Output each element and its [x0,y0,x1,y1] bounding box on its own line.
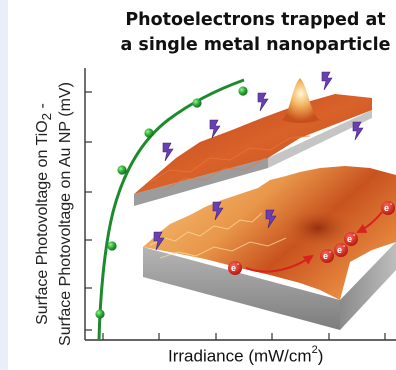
photovoltage-plot [95,78,248,341]
electron-label: e [323,251,328,261]
y-axis-ticks [85,91,92,331]
electrons: e - e - e - e - e - [228,201,395,275]
axes [84,68,396,341]
electron-charge: - [329,249,332,256]
title-line-2: a single metal nanoparticle [120,35,391,55]
lightning-icon [321,71,333,91]
bottom-surface-texture [149,212,287,259]
surface-well [280,206,356,250]
lightning-icon [162,142,174,162]
electron-arrows [245,211,383,273]
top-block-front [134,158,268,206]
lightning-icon [265,209,277,229]
x-axis-label: Irradiance (mW/cm2) [168,344,324,366]
title-line-1: Photoelectrons trapped at [125,10,386,30]
electron-charge: - [237,261,240,268]
top-surface-texture [149,135,311,191]
electron: e - [228,261,242,275]
bottom-block-front [143,247,340,330]
light-bolts [153,71,364,251]
electron-charge: - [343,243,346,250]
fit-curve [97,78,245,341]
electron: e - [320,249,334,263]
nanoparticle-peak [282,78,320,123]
electron-label: e [384,203,389,213]
data-point [238,86,248,96]
lightning-icon [153,231,165,251]
electron-charge: - [353,232,356,239]
x-axis-ticks [102,333,386,340]
data-point [192,98,202,108]
electron-charge: - [390,201,393,208]
tio2-surface-block [143,166,396,330]
top-block-side [268,110,372,168]
bottom-surface [143,166,396,300]
electron-label: e [231,263,236,273]
bottom-block-side [340,242,396,330]
au-np-surface-block [134,78,372,206]
arrow-left-to-center [245,254,314,273]
electron-label: e [337,245,342,255]
data-point [144,128,154,138]
lightning-icon [209,119,221,139]
lightning-icon [352,121,364,141]
data-point [117,165,127,175]
lightning-icon [212,201,224,221]
electron: e - [334,243,348,257]
electron: e - [344,232,358,246]
arrow-right-to-center [356,211,383,233]
electron-label: e [347,234,352,244]
data-point [95,309,105,319]
data-point [107,241,117,251]
electron: e - [381,201,395,215]
left-border [0,0,8,370]
lightning-icon [257,92,269,112]
